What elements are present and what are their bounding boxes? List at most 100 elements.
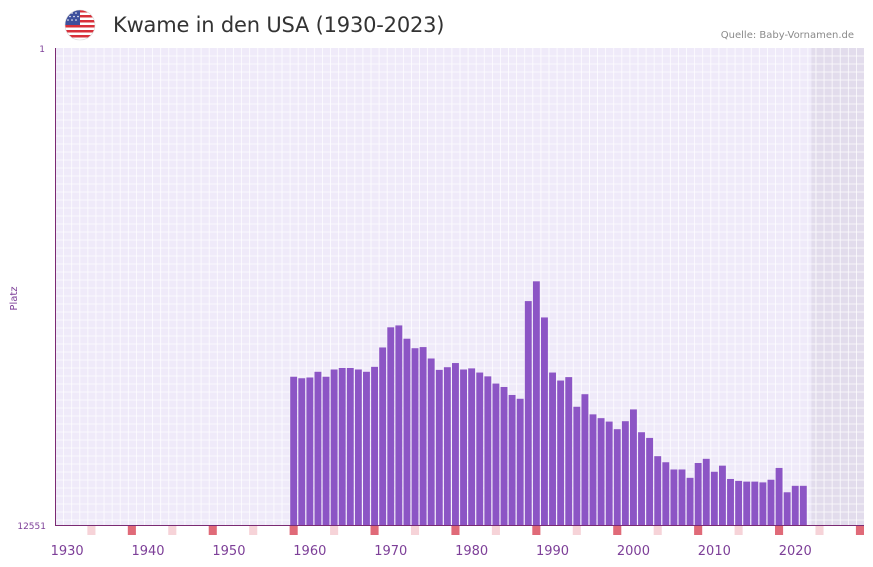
bar-1977[interactable] [443, 367, 451, 525]
x-tick-label: 1950 [212, 544, 245, 559]
bar-1990[interactable] [549, 372, 556, 525]
bar-1971[interactable] [395, 325, 403, 525]
bar-1973[interactable] [411, 348, 419, 525]
minor-marker [572, 526, 581, 535]
x-tick-label: 1970 [374, 544, 407, 559]
bar-2000[interactable] [629, 409, 637, 525]
bar-2012[interactable] [727, 478, 734, 525]
decade-marker [775, 526, 784, 535]
bar-1966[interactable] [354, 369, 362, 525]
bar-2009[interactable] [702, 458, 710, 525]
bar-1986[interactable] [516, 398, 524, 525]
bar-2004[interactable] [662, 462, 670, 525]
bar-1993[interactable] [573, 406, 581, 525]
bar-2001[interactable] [638, 432, 645, 525]
bar-1982[interactable] [484, 376, 492, 525]
bar-1983[interactable] [492, 383, 500, 525]
y-axis-label: Platz [9, 286, 20, 310]
bar-2018[interactable] [775, 467, 783, 525]
bar-1996[interactable] [597, 418, 605, 525]
x-tick-label: 2010 [698, 544, 731, 559]
x-tick-label: 1940 [131, 544, 164, 559]
bar-1961[interactable] [314, 371, 322, 525]
x-tick-label: 1990 [536, 544, 569, 559]
bar-2020[interactable] [791, 485, 799, 525]
minor-marker [249, 526, 258, 535]
bar-1980[interactable] [468, 368, 476, 525]
minor-marker [734, 526, 743, 535]
minor-marker [330, 526, 339, 535]
x-tick-labels: 1930 1940 1950 1960 1970 1980 1990 2000 2010 2020 [51, 544, 812, 559]
bar-1967[interactable] [363, 371, 370, 525]
bar-1998[interactable] [613, 429, 621, 525]
bar-1979[interactable] [460, 369, 467, 525]
chart-title: Kwame in den USA (1930-2023) [113, 13, 445, 37]
bar-2008[interactable] [694, 463, 702, 525]
bar-1975[interactable] [427, 358, 435, 525]
bar-2021[interactable] [799, 485, 807, 525]
bar-2017[interactable] [767, 479, 775, 525]
bar-1985[interactable] [508, 394, 516, 525]
bar-1988[interactable] [532, 281, 540, 525]
source-credit: Quelle: Baby-Vornamen.de [720, 30, 854, 41]
bar-1992[interactable] [565, 377, 573, 525]
x-tick-label: 1960 [293, 544, 326, 559]
bar-1994[interactable] [581, 394, 589, 525]
bar-1962[interactable] [322, 376, 330, 525]
bar-1964[interactable] [338, 367, 346, 525]
decade-marker [613, 526, 622, 535]
bars [290, 281, 807, 525]
bar-1981[interactable] [476, 372, 484, 525]
decade-marker [127, 526, 136, 535]
bar-1976[interactable] [435, 369, 443, 525]
bar-1965[interactable] [346, 367, 354, 525]
bar-1959[interactable] [298, 378, 306, 525]
y-tick-label-bottom: 12551 [17, 522, 46, 532]
bar-2019[interactable] [783, 492, 791, 525]
bar-2016[interactable] [759, 482, 767, 525]
bar-1987[interactable] [524, 301, 532, 525]
bar-1991[interactable] [557, 380, 565, 525]
bar-1958[interactable] [290, 376, 298, 525]
bar-2002[interactable] [646, 437, 654, 525]
x-tick-label: 1930 [51, 544, 84, 559]
bar-2014[interactable] [743, 481, 751, 525]
bar-1984[interactable] [500, 386, 508, 525]
minor-marker [168, 526, 177, 535]
minor-marker [815, 526, 824, 535]
bar-1968[interactable] [371, 366, 378, 525]
future-shade [811, 48, 864, 525]
decade-marker [208, 526, 217, 535]
decade-marker [694, 526, 703, 535]
bar-1999[interactable] [621, 421, 629, 525]
bar-1995[interactable] [589, 414, 597, 525]
gridlines [55, 48, 865, 525]
bar-2003[interactable] [654, 456, 662, 525]
bar-1989[interactable] [541, 317, 548, 525]
bar-1960[interactable] [306, 377, 314, 525]
bar-1978[interactable] [452, 363, 459, 525]
x-tick-label: 2020 [779, 544, 812, 559]
bar-2007[interactable] [686, 477, 694, 525]
decade-marker [532, 526, 541, 535]
bar-1963[interactable] [330, 369, 338, 525]
x-tick-label: 1980 [455, 544, 488, 559]
bar-2011[interactable] [718, 465, 726, 525]
minor-marker [653, 526, 662, 535]
bar-2010[interactable] [710, 471, 718, 525]
bar-2006[interactable] [678, 469, 686, 525]
bar-2005[interactable] [670, 469, 678, 525]
bar-2015[interactable] [751, 481, 759, 525]
bar-1997[interactable] [605, 421, 613, 525]
bar-1974[interactable] [419, 347, 427, 525]
minor-marker [87, 526, 96, 535]
bar-1972[interactable] [403, 338, 411, 525]
bar-1969[interactable] [379, 347, 387, 525]
usa-flag-icon [64, 9, 96, 41]
decade-marker [855, 526, 864, 535]
bar-2013[interactable] [735, 480, 743, 525]
bar-1970[interactable] [387, 327, 395, 525]
x-tick-label: 2000 [617, 544, 650, 559]
y-tick-label-top: 1 [39, 45, 45, 55]
